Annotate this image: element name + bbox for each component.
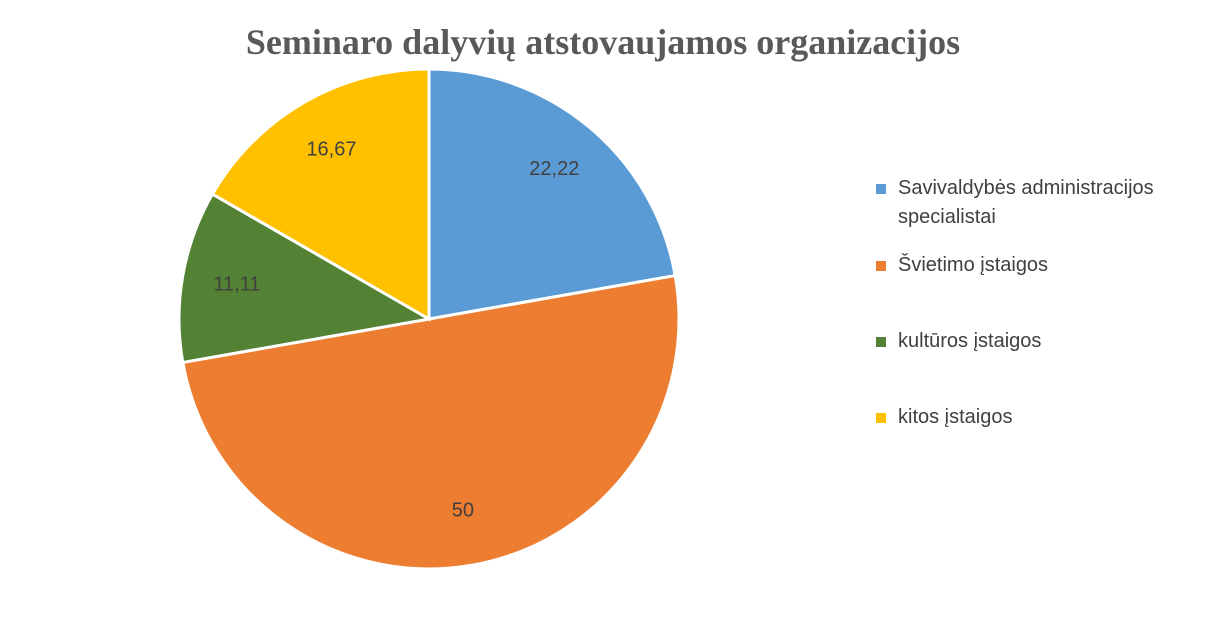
pie-slice [210,67,431,322]
legend-item: Savivaldybės administracijos specialista… [876,174,1196,232]
legend-item: Švietimo įstaigos [876,251,1196,280]
chart-title: Seminaro dalyvių atstovaujamos organizac… [246,22,960,62]
legend-swatch [876,261,886,271]
data-label: 50 [452,499,474,521]
legend-label: Švietimo įstaigos [898,254,1049,276]
pie-slice [427,67,677,321]
legend-swatch [876,337,886,347]
legend-label: kultūros įstaigos [898,330,1042,352]
data-label: 11,11 [213,273,260,295]
legend-swatch [876,413,886,423]
pie-slice [177,191,434,365]
legend-label: kitos įstaigos [898,406,1013,428]
data-label: 22,22 [529,158,579,180]
legend-item: kitos įstaigos [876,403,1196,432]
pie-slice [181,273,681,571]
legend: Savivaldybės administracijos specialista… [876,174,1196,479]
legend-swatch [876,184,886,194]
data-label: 16,67 [306,138,356,160]
legend-item: kultūros įstaigos [876,327,1196,356]
legend-label: Savivaldybės administracijos specialista… [898,177,1154,228]
